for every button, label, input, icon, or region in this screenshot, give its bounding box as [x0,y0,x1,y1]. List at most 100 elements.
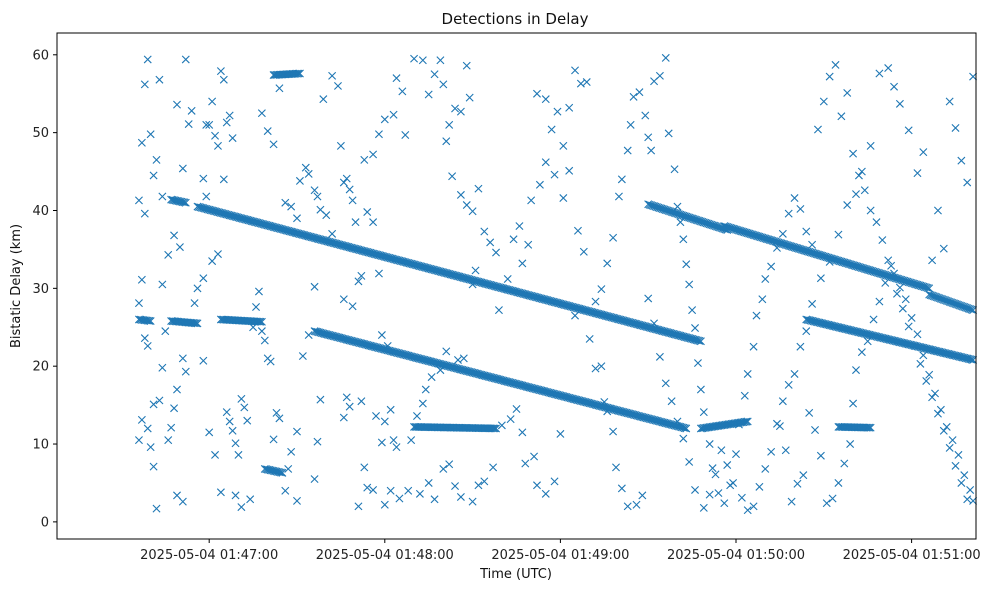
data-point-track-11 [818,251,827,260]
data-point-track-11 [815,250,824,259]
y-tick-label: 50 [32,126,49,141]
data-point-noise [825,257,834,266]
data-point-noise [374,269,383,278]
data-point-track-12 [651,202,660,211]
data-point-track-11 [922,283,931,292]
data-point-track-11 [825,254,834,263]
data-point-noise [767,447,776,456]
data-point-noise [664,129,673,138]
x-tick-label: 2025-05-04 01:50:00 [667,548,805,563]
data-point-track-12 [674,210,683,219]
y-tick-label: 20 [32,360,49,375]
data-point-noise [623,502,632,511]
data-point-noise [866,141,875,150]
data-point-track-12 [701,218,710,227]
data-point-track-11 [841,258,850,267]
data-point-track-12 [672,209,680,218]
data-point-track-11 [834,256,843,265]
data-point-noise [418,56,427,65]
data-point-noise [661,53,670,62]
data-point-noise [424,478,433,487]
data-point-track-9 [489,424,498,433]
data-point-noise [936,405,945,414]
data-point-noise [796,342,805,351]
data-point-noise [655,352,664,361]
data-point-noise [260,336,269,345]
data-point-track-13 [947,298,956,307]
data-point-track-12 [711,222,720,231]
data-point-track-6 [293,69,301,78]
data-point-track-11 [755,232,764,241]
data-point-noise [392,443,401,452]
data-point-noise [152,155,161,164]
data-point-noise [377,331,386,340]
data-point-track-1 [145,316,154,325]
data-point-track-13 [939,295,948,304]
data-point-noise [216,488,225,497]
data-point-noise [275,84,284,93]
data-point-track-10 [740,417,749,426]
data-point-track-11 [857,263,866,272]
data-point-track-13 [957,301,966,310]
data-point-noise [571,311,580,320]
data-point-noise [275,414,284,423]
data-point-noise [149,462,158,471]
data-point-track-11 [740,228,749,237]
data-point-noise [199,274,208,283]
data-point-noise [269,435,278,444]
data-point-track-11 [862,265,871,274]
data-point-noise [951,461,960,470]
data-point-track-12 [647,201,656,210]
data-point-noise [263,127,272,136]
data-point-noise [679,434,688,443]
data-point-track-11 [764,235,773,244]
data-point-track-12 [652,203,661,212]
data-point-noise [184,120,193,129]
data-point-noise [696,385,705,394]
data-point-noise [863,337,872,346]
data-point-track-12 [698,217,707,226]
data-point-track-4 [695,336,704,345]
data-point-track-11 [802,246,811,255]
data-point-noise [357,397,366,406]
data-point-noise [225,417,234,426]
data-point-track-12 [663,206,672,215]
data-point-track-11 [830,255,839,264]
data-point-noise [866,206,875,215]
data-point-noise [644,133,653,142]
plot-area [134,53,978,515]
data-point-noise [451,104,460,113]
data-point-noise [676,218,685,227]
data-point-noise [714,489,723,498]
data-point-track-11 [824,253,833,262]
data-point-noise [456,190,465,199]
data-point-noise [849,399,858,408]
data-point-track-13 [961,303,970,312]
data-point-noise [489,463,498,472]
data-point-track-8 [680,424,689,433]
data-point-noise [155,75,164,84]
data-point-noise [295,176,304,185]
data-point-track-11 [903,277,912,286]
data-point-noise [494,306,503,315]
data-point-noise [386,405,395,414]
data-point-noise [933,409,942,418]
data-point-track-11 [730,225,739,234]
data-point-noise [339,295,348,304]
data-point-noise [884,256,893,265]
data-point-track-12 [654,203,663,212]
data-point-noise [392,74,401,83]
data-point-track-11 [843,259,852,268]
data-point-noise [708,464,717,473]
data-point-noise [717,446,726,455]
data-point-noise [553,107,562,116]
data-point-noise [418,399,427,408]
data-point-track-11 [891,274,900,283]
data-point-track-11 [805,247,814,256]
data-point-track-11 [816,251,825,260]
data-point-track-11 [910,279,919,288]
data-point-track-11 [860,264,869,273]
data-point-track-11 [736,226,745,235]
data-point-track-11 [837,257,846,266]
